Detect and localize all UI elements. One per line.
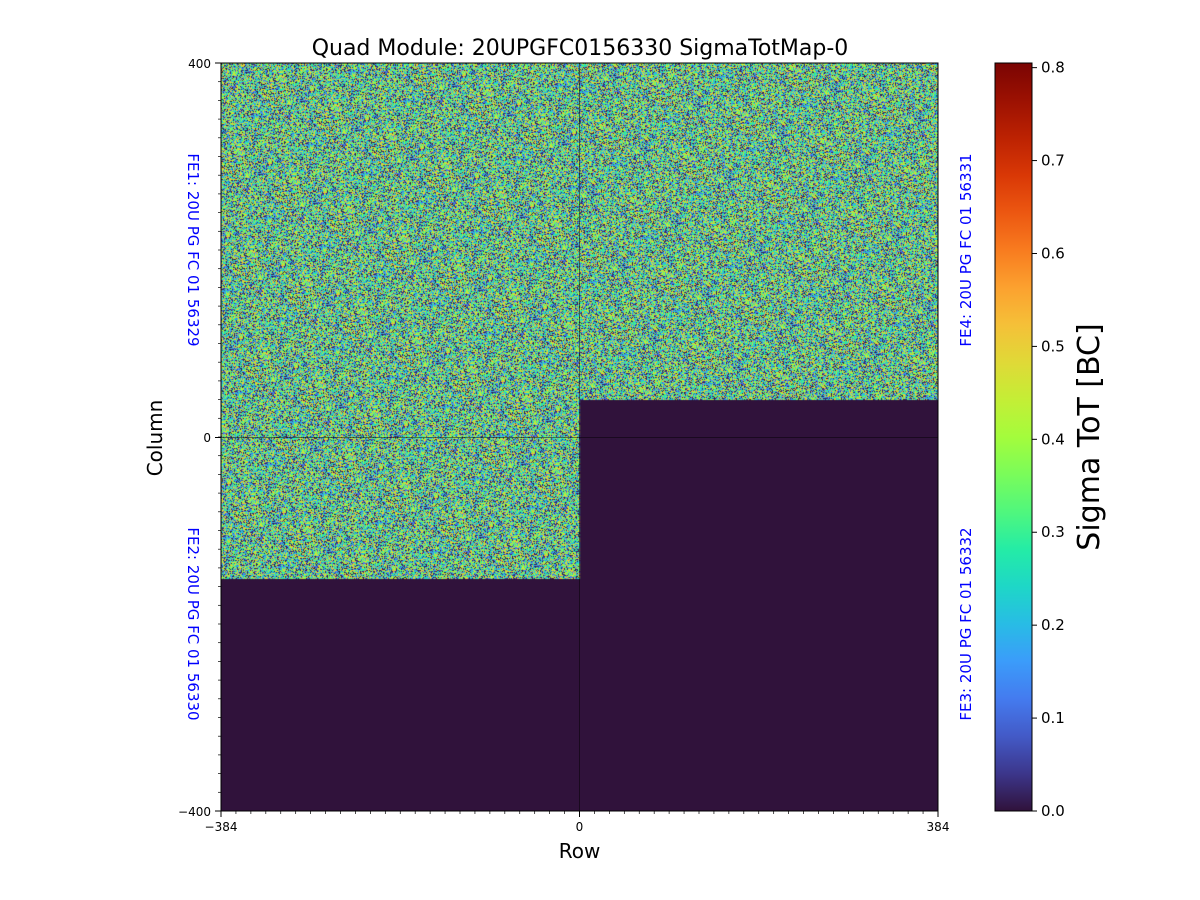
y-tick-label: 400 — [188, 57, 211, 71]
y-tick-label: −400 — [178, 805, 211, 819]
minor-ticks — [218, 62, 939, 814]
colorbar-tick-label: 0.7 — [1041, 152, 1065, 170]
x-tick-label: 0 — [576, 820, 584, 834]
x-tick-label: −384 — [205, 820, 238, 834]
x-axis: −384 0 384 Row — [205, 811, 950, 863]
colorbar-tick-label: 0.0 — [1041, 802, 1065, 820]
fe1-label: FE1: 20U PG FC 01 56329 — [184, 153, 202, 346]
colorbar-tick-label: 0.4 — [1041, 430, 1065, 448]
x-axis-label: Row — [559, 839, 601, 863]
y-axis: 400 0 −400 Column — [143, 57, 221, 819]
colorbar-tick-label: 0.3 — [1041, 523, 1065, 541]
colorbar-tick-label: 0.2 — [1041, 616, 1065, 634]
chart-title: Quad Module: 20UPGFC0156330 SigmaTotMap-… — [312, 36, 849, 61]
colorbar: 0.0 0.1 0.2 0.3 0.4 0.5 0.6 0.7 0.8 Sigma ToT [B… — [994, 59, 1107, 820]
fe4-label: FE4: 20U PG FC 01 56331 — [957, 153, 975, 346]
colorbar-tick-label: 0.6 — [1041, 244, 1065, 262]
colorbar-tick-label: 0.8 — [1041, 59, 1065, 77]
y-tick-label: 0 — [203, 431, 211, 445]
y-axis-label: Column — [143, 400, 167, 477]
heatmap-plot — [220, 62, 939, 812]
front-end-labels: FE1: 20U PG FC 01 56329 FE2: 20U PG FC 0… — [184, 153, 975, 720]
colorbar-ticks: 0.0 0.1 0.2 0.3 0.4 0.5 0.6 0.7 0.8 — [1032, 59, 1065, 820]
colorbar-tick-label: 0.5 — [1041, 337, 1065, 355]
colorbar-tick-label: 0.1 — [1041, 709, 1065, 727]
colorbar-gradient — [994, 62, 1033, 812]
colorbar-label: Sigma ToT [BC] — [1072, 323, 1107, 550]
x-tick-label: 384 — [927, 820, 950, 834]
fe3-label: FE3: 20U PG FC 01 56332 — [957, 527, 975, 720]
fe2-label: FE2: 20U PG FC 01 56330 — [184, 527, 202, 720]
